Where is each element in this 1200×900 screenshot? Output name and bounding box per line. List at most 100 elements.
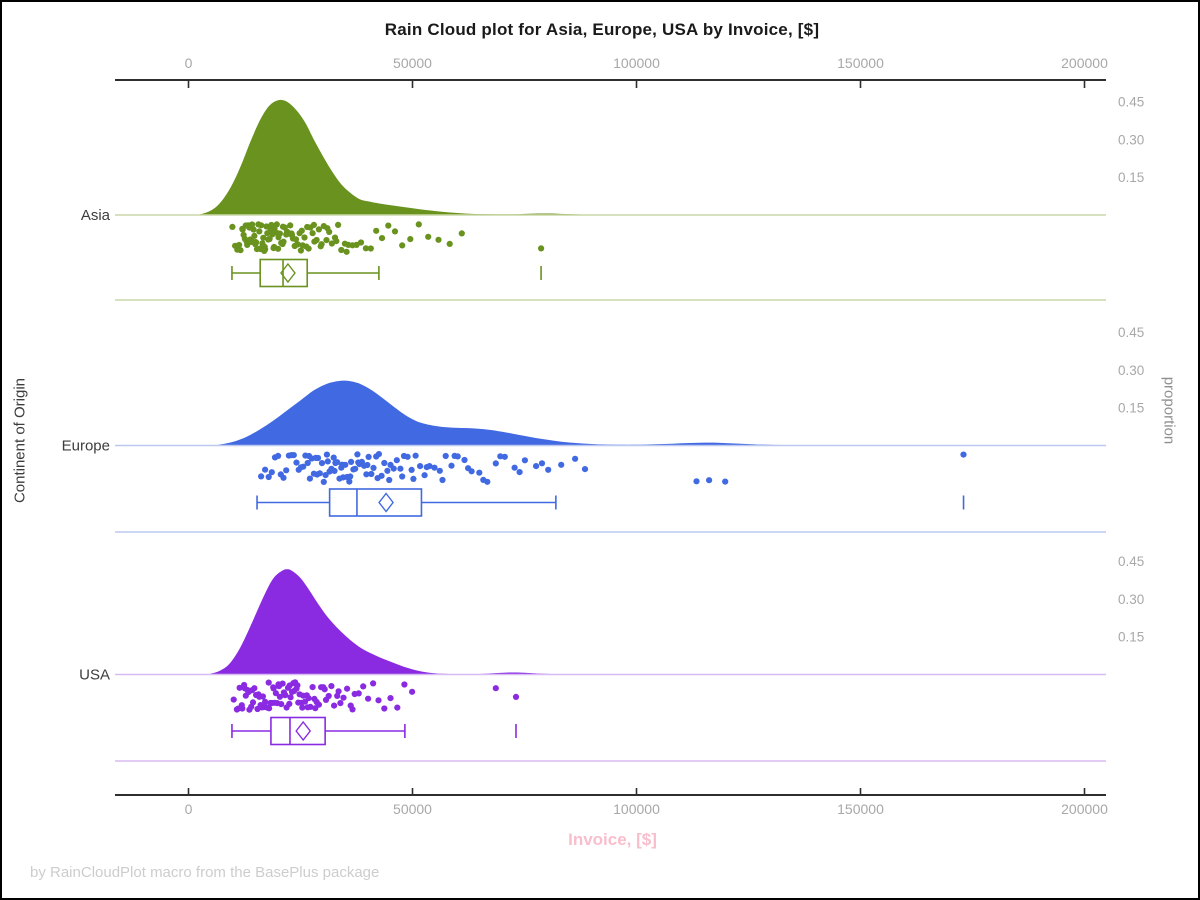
rain-point [401,681,408,688]
rain-point [399,242,406,249]
rain-point [355,690,362,697]
rain-point [435,236,442,243]
rain-point [305,695,312,702]
rain-point [363,471,370,478]
rain-point [287,222,294,229]
rain-point [521,457,529,464]
rain-point [265,473,272,481]
rain-point [370,680,377,687]
rain-point [278,701,285,708]
rain-point [292,236,300,243]
rain-point [468,468,475,475]
rain-point [354,451,361,458]
proportion-tick-label: 0.30 [1118,132,1144,147]
rain-point [331,702,338,709]
proportion-tick-label: 0.45 [1118,554,1144,569]
proportion-tick-label: 0.45 [1118,325,1144,340]
mean-diamond [295,720,312,742]
rain-point [412,452,419,459]
rain-point [387,695,394,702]
rain-point [314,454,322,462]
rain-point [318,460,326,467]
rain-point [348,458,355,465]
panel-asia: Asia 0.15 0.30 0.45 [81,95,1144,301]
x-tick-label-bottom: 150000 [837,801,884,817]
rain-point [250,226,257,233]
rain-point [511,464,518,471]
rain-point [442,452,449,460]
x-axis-title: Invoice, [$] [568,830,657,849]
chart-title: Rain Cloud plot for Asia, Europe, USA by… [384,20,820,39]
rain-point [318,241,325,248]
rain-point [275,452,282,459]
rain-point [229,223,236,230]
rain-point [722,478,729,485]
rain-point [309,684,316,691]
rain-point [397,465,404,472]
category-label-usa: USA [79,667,110,684]
rain-point [461,456,468,464]
rain-point [360,683,367,690]
x-tick-label-top: 150000 [837,55,884,71]
rain-point [249,699,257,706]
rain-point [370,464,377,471]
rain-point [484,478,491,485]
rain-point [362,245,369,252]
rain-point [276,693,283,700]
rain-point [305,245,312,252]
rain-point [352,465,359,472]
rain-point [262,698,269,705]
rain-point [237,247,244,254]
x-tick-label-bottom: 200000 [1061,801,1108,817]
rain-point [365,695,372,702]
proportion-tick-label: 0.30 [1118,363,1144,378]
rain-point [334,459,341,466]
rain-asia [229,221,545,255]
rain-point [249,221,256,228]
rain-point [399,473,406,480]
rain-point [236,241,243,249]
rain-point [386,476,393,484]
rain-point [280,474,287,481]
rain-point [404,453,411,460]
rain-point [368,470,375,478]
footer-credit: by RainCloudPlot macro from the BasePlus… [30,864,380,881]
rain-point [436,467,443,474]
rain-point [693,478,700,485]
rain-point [282,692,289,699]
rain-point [343,248,350,255]
rain-point [581,466,589,473]
rain-point [298,227,305,234]
rain-point [516,469,523,476]
rain-point [448,462,455,469]
rain-point [333,238,340,245]
rain-point [230,696,237,703]
mean-diamond [280,262,296,284]
x-tick-label-top: 0 [185,55,193,71]
rain-point [280,238,287,245]
rain-point [323,237,330,244]
rain-point [266,235,273,243]
rain-point [476,469,483,476]
rain-point [258,222,265,229]
rain-point [323,451,330,458]
rain-point [306,475,313,482]
boxplot-europe [256,488,965,517]
rain-point [275,245,282,252]
rain-point [290,452,297,459]
rain-point [286,700,293,708]
rain-point [253,239,260,246]
rain-point [458,230,465,237]
rain-point [417,463,424,470]
rain-point [373,227,380,234]
rain-point [342,461,349,468]
rain-point [299,704,306,711]
rain-point [268,469,275,476]
rain-point [384,467,391,474]
rain-point [378,235,386,242]
rain-point [251,232,258,239]
rain-point [378,472,385,479]
rain-point [265,679,272,686]
